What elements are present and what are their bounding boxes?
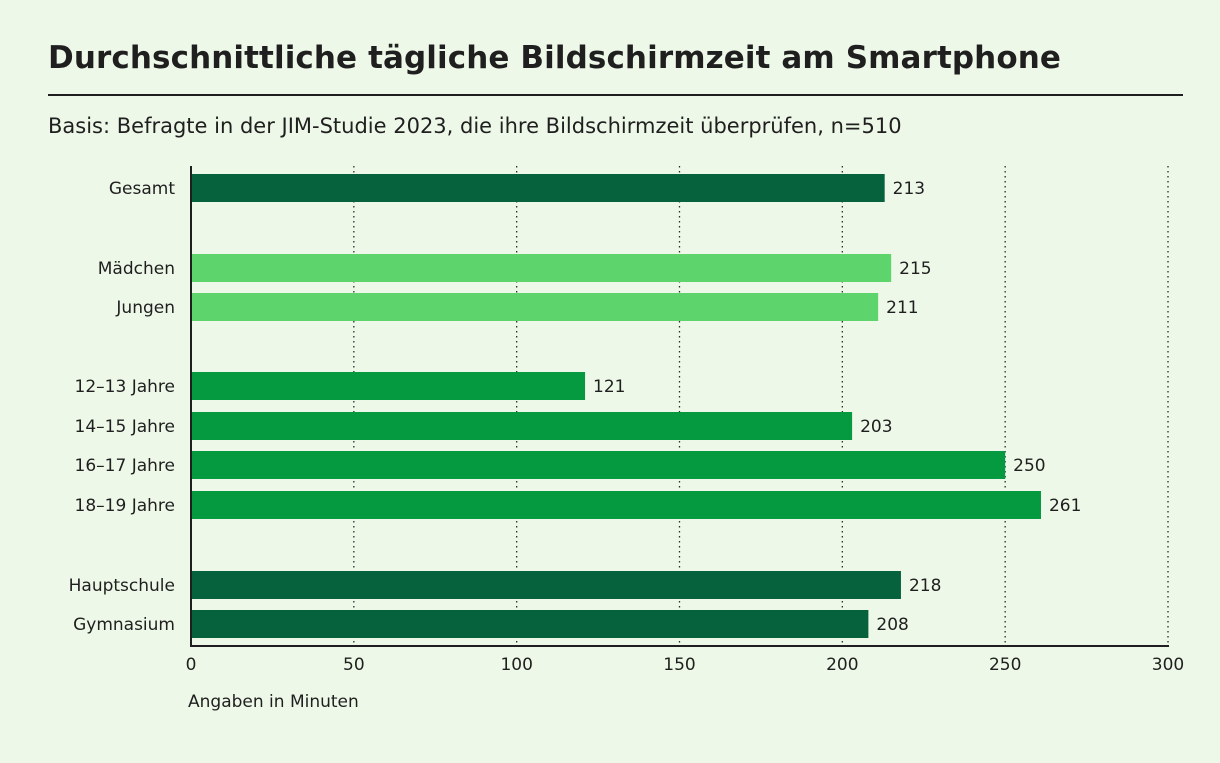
value-label: 218 — [909, 576, 941, 596]
x-tick-label: 250 — [989, 655, 1021, 675]
category-label: 16–17 Jahre — [75, 456, 175, 476]
category-label: Mädchen — [98, 259, 175, 279]
category-label: Gymnasium — [73, 615, 175, 635]
bar-4 — [191, 372, 586, 400]
x-tick-label: 300 — [1152, 655, 1184, 675]
value-label: 250 — [1013, 456, 1045, 476]
value-label: 203 — [860, 417, 892, 437]
category-label: 12–13 Jahre — [75, 377, 175, 397]
bar-3 — [191, 293, 879, 321]
x-tick-label: 50 — [343, 655, 365, 675]
x-axis-title: Angaben in Minuten — [188, 692, 359, 712]
value-label: 121 — [593, 377, 625, 397]
bar-2 — [191, 254, 892, 282]
title-divider — [48, 94, 1183, 96]
chart-subtitle: Basis: Befragte in der JIM-Studie 2023, … — [48, 114, 902, 138]
chart-title: Durchschnittliche tägliche Bildschirmzei… — [48, 40, 1062, 76]
bar-7 — [191, 491, 1041, 519]
bar-5 — [191, 412, 853, 440]
x-tick-label: 150 — [663, 655, 695, 675]
bar-1 — [191, 174, 885, 202]
category-label: Hauptschule — [69, 576, 175, 596]
bar-6 — [191, 451, 1006, 479]
x-tick-label: 0 — [186, 655, 197, 675]
value-label: 215 — [899, 259, 931, 279]
value-label: 261 — [1049, 496, 1081, 516]
bar-9 — [191, 610, 869, 638]
category-label: 14–15 Jahre — [75, 417, 175, 437]
x-tick-label: 200 — [826, 655, 858, 675]
x-tick-label: 100 — [500, 655, 532, 675]
category-label: Gesamt — [109, 179, 175, 199]
bar-8 — [191, 571, 901, 599]
category-label: Jungen — [115, 298, 175, 318]
value-label: 211 — [886, 298, 918, 318]
value-label: 213 — [893, 179, 925, 199]
category-label: 18–19 Jahre — [75, 496, 175, 516]
value-label: 208 — [876, 615, 908, 635]
